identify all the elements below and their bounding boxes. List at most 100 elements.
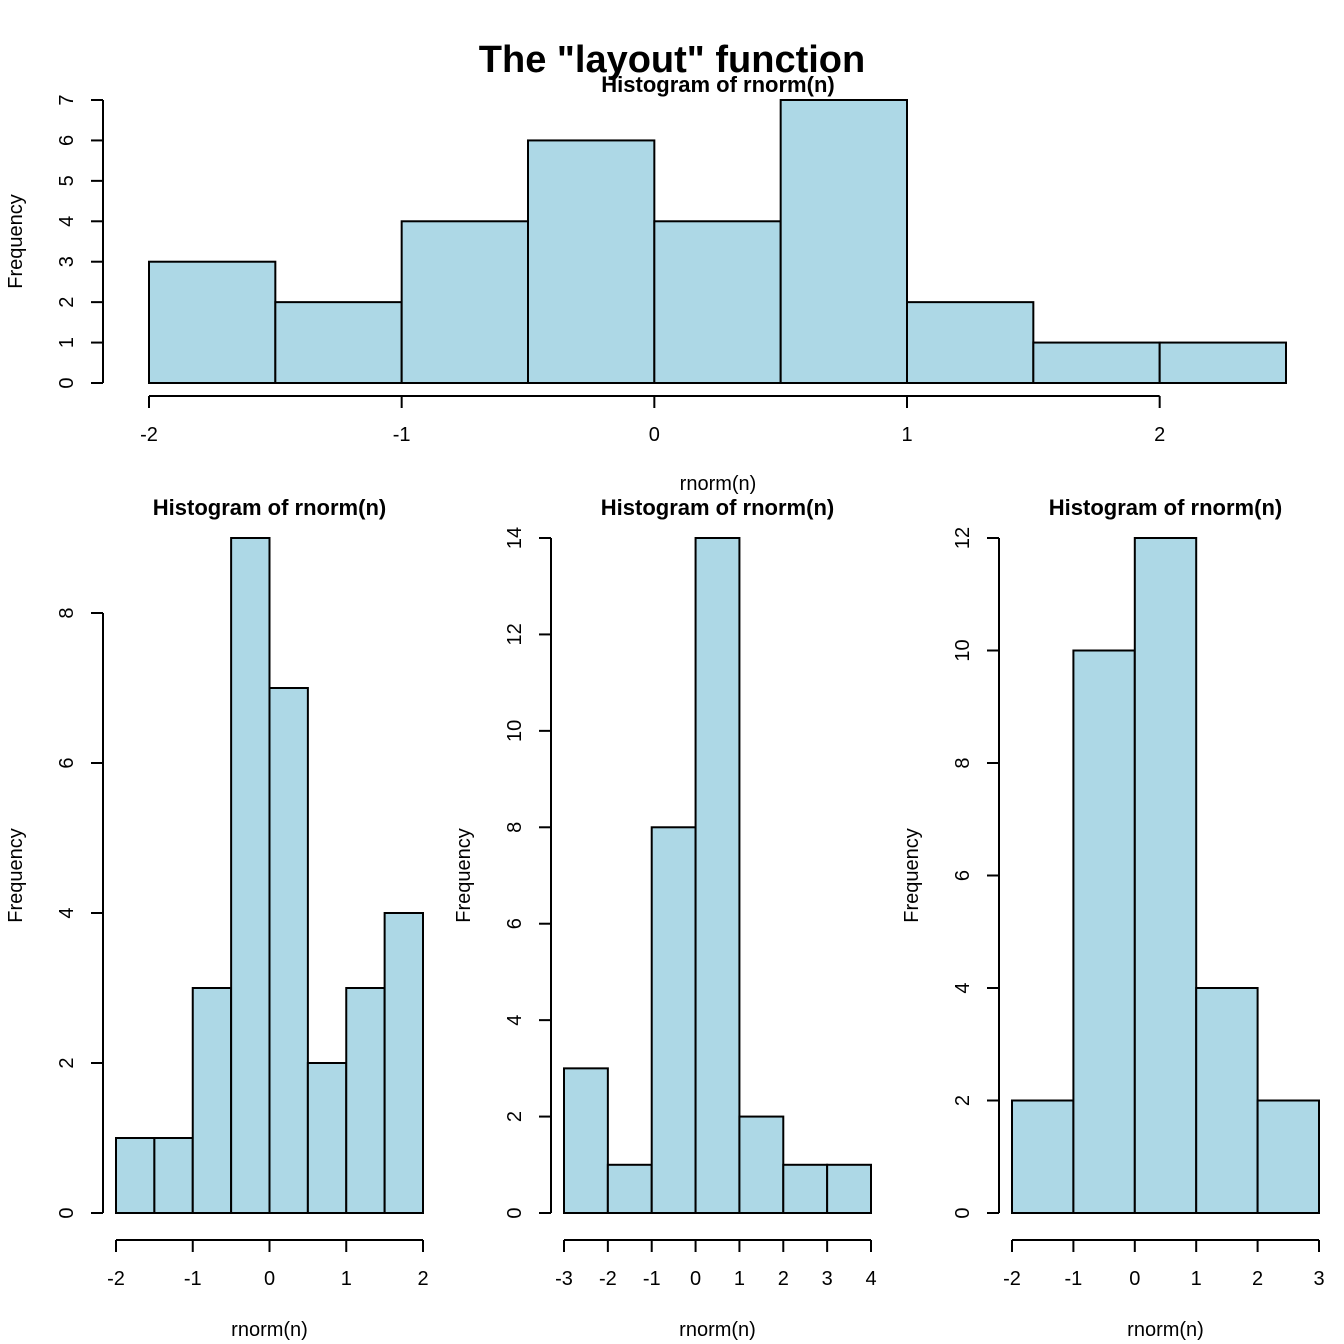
y-tick-label: 5 (56, 175, 78, 186)
y-axis-label: Frequency (5, 828, 27, 923)
y-tick-label: 10 (504, 720, 526, 742)
histogram-bar (1195, 987, 1259, 1214)
x-tick-label: -2 (140, 424, 158, 446)
histogram-panel-1: 0 1 2 3 4 5 6 7 -2 -1 0 1 2 Histogram of rnorm(n) rnor… (5, 72, 1287, 495)
y-tick-label: 4 (56, 216, 78, 227)
y-tick-label: 12 (504, 623, 526, 645)
x-tick-label: -2 (599, 1268, 617, 1290)
y-axis-label: Frequency (453, 828, 475, 923)
plot-title: Histogram of rnorm(n) (601, 72, 834, 97)
histogram-bar (1011, 1099, 1075, 1214)
histogram-bar (527, 139, 656, 384)
plot-title: Histogram of rnorm(n) (601, 495, 834, 520)
y-tick-label: 6 (56, 757, 78, 768)
y-tick-label: 8 (56, 607, 78, 618)
y-tick-label: 12 (952, 527, 974, 549)
x-tick-label: -1 (184, 1268, 202, 1290)
x-tick-label: 0 (690, 1268, 701, 1290)
histogram-bar (650, 826, 697, 1214)
x-tick-label: -1 (1065, 1268, 1083, 1290)
y-axis-label: Frequency (5, 194, 27, 289)
y-tick-label: 4 (56, 907, 78, 918)
x-tick-label: 3 (1313, 1268, 1324, 1290)
x-tick-label: 2 (1154, 424, 1165, 446)
x-tick-label: 0 (264, 1268, 275, 1290)
x-tick-label: -3 (555, 1268, 573, 1290)
histogram-bar (694, 537, 741, 1214)
x-tick-label: 0 (1129, 1268, 1140, 1290)
x-axis-label: rnorm(n) (231, 1319, 308, 1341)
x-tick-label: 1 (1191, 1268, 1202, 1290)
x-axis-label: rnorm(n) (679, 1319, 756, 1341)
y-tick-label: 2 (952, 1095, 974, 1106)
x-tick-label: 4 (865, 1268, 876, 1290)
histogram-bar (115, 1137, 156, 1214)
y-tick-label: 0 (56, 1207, 78, 1218)
histogram-bar (383, 912, 424, 1214)
x-axis-label: rnorm(n) (680, 473, 757, 495)
x-axis-label: rnorm(n) (1127, 1319, 1204, 1341)
plot-title: Histogram of rnorm(n) (153, 495, 386, 520)
histogram-bar (782, 1163, 829, 1215)
y-axis-label: Frequency (901, 828, 923, 923)
x-tick-label: 1 (734, 1268, 745, 1290)
histogram-bar (1133, 537, 1198, 1214)
plot-title: Histogram of rnorm(n) (1049, 495, 1282, 520)
x-tick-label: 2 (1252, 1268, 1263, 1290)
histogram-bar (274, 301, 403, 384)
x-tick-label: 3 (822, 1268, 833, 1290)
y-tick-label: 0 (952, 1207, 974, 1218)
histogram-bar (268, 687, 309, 1214)
y-tick-label: 6 (504, 918, 526, 929)
y-tick-label: 7 (56, 94, 78, 105)
x-tick-label: -1 (393, 424, 411, 446)
y-tick-label: 2 (504, 1111, 526, 1122)
histogram-bar (191, 987, 233, 1214)
histogram-bar (906, 301, 1035, 384)
y-tick-label: 8 (504, 822, 526, 833)
histogram-bar (1256, 1099, 1320, 1214)
y-tick-label: 4 (504, 1015, 526, 1026)
x-tick-label: 1 (901, 424, 912, 446)
histogram-bar (1072, 649, 1136, 1214)
histogram-bar (779, 99, 909, 384)
histogram-bar (563, 1067, 609, 1215)
y-tick-label: 0 (504, 1207, 526, 1218)
y-tick-label: 2 (56, 297, 78, 308)
histogram-bar (400, 220, 529, 384)
x-tick-label: 1 (341, 1268, 352, 1290)
histogram-bar (606, 1163, 653, 1215)
histogram-bar (306, 1062, 348, 1214)
y-tick-label: 1 (56, 337, 78, 348)
histogram-panel-2: 0 2 4 6 8 -2 -1 0 1 2 Histogram of rnorm(n) rnorm(n… (5, 495, 429, 1341)
x-tick-label: -2 (107, 1268, 125, 1290)
histogram-bar (345, 987, 386, 1214)
x-tick-label: 0 (649, 424, 660, 446)
y-tick-label: 3 (56, 256, 78, 267)
y-tick-label: 6 (56, 135, 78, 146)
histogram-bar (153, 1137, 194, 1214)
x-tick-label: 2 (778, 1268, 789, 1290)
y-tick-label: 10 (952, 639, 974, 661)
histogram-bar (826, 1163, 873, 1215)
y-tick-label: 0 (56, 377, 78, 388)
x-tick-label: -2 (1003, 1268, 1021, 1290)
histogram-bar (148, 260, 277, 385)
y-tick-label: 8 (952, 757, 974, 768)
main-title: The "layout" function (479, 39, 865, 81)
histogram-bar (738, 1115, 785, 1214)
histogram-bar (230, 537, 271, 1214)
y-tick-label: 2 (56, 1057, 78, 1068)
x-tick-label: 2 (417, 1268, 428, 1290)
histogram-bar (1158, 341, 1287, 385)
x-tick-label: -1 (643, 1268, 661, 1290)
y-tick-label: 4 (952, 982, 974, 993)
y-tick-label: 14 (504, 527, 526, 549)
histogram-bar (1032, 341, 1161, 385)
histogram-bar (653, 220, 782, 384)
y-tick-label: 6 (952, 870, 974, 881)
